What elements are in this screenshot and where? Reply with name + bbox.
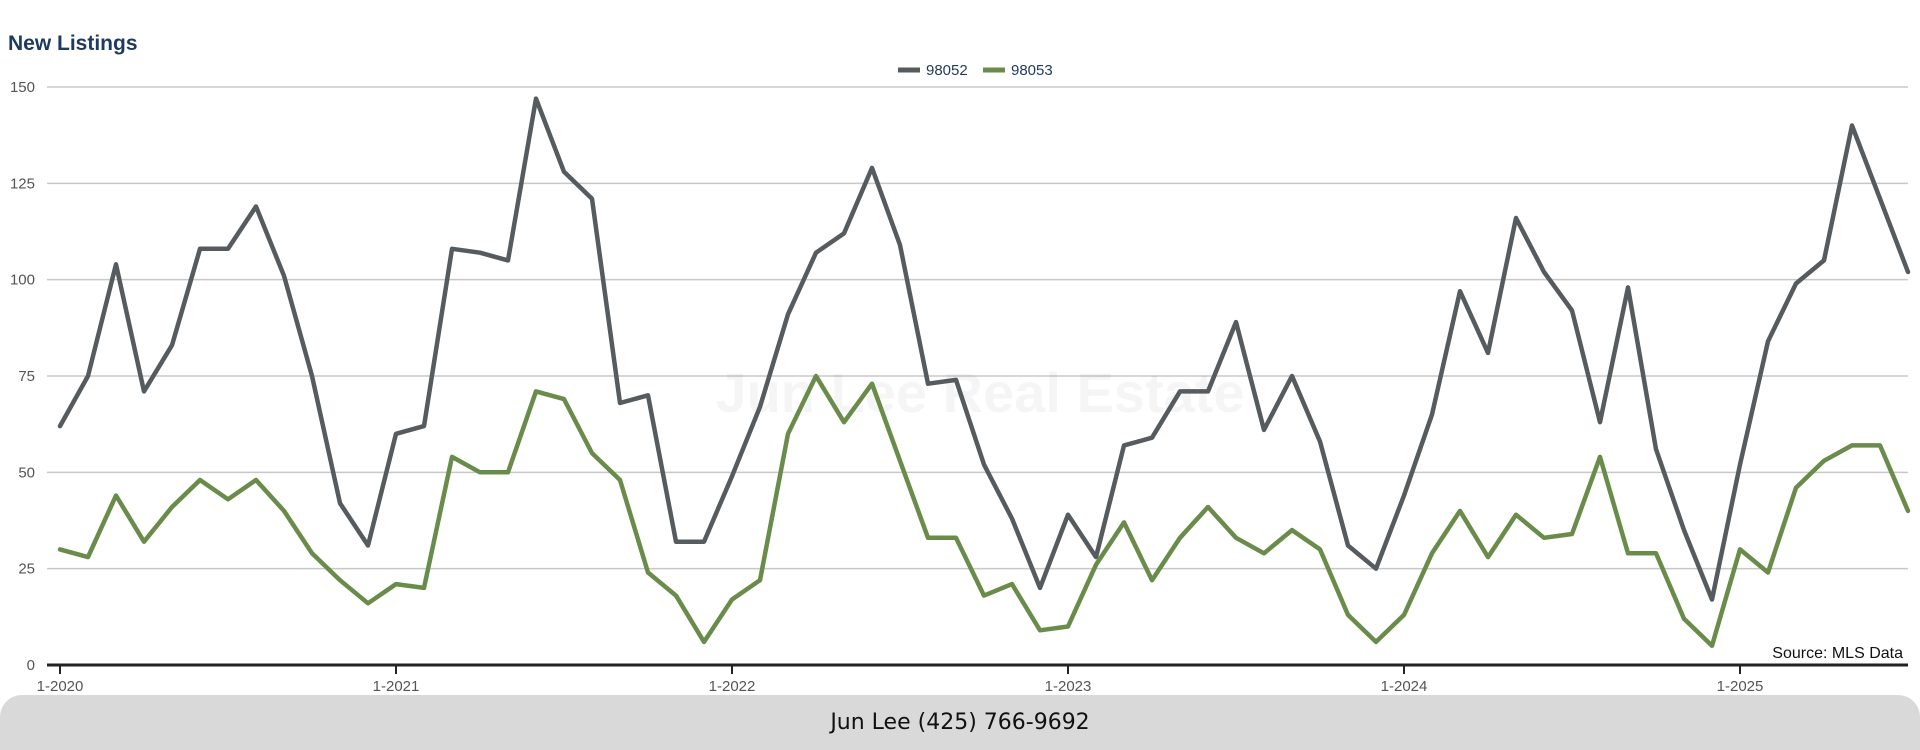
series-line-98053 — [57, 373, 1911, 648]
x-tick-label: 1-2021 — [373, 678, 420, 695]
series-line-98052 — [57, 96, 1911, 602]
x-tick-label: 1-2023 — [1045, 678, 1092, 695]
series-lines — [57, 96, 1911, 648]
y-axis-ticks: 0 25 50 75 100 125 150 — [10, 79, 35, 674]
y-tick-label: 25 — [18, 561, 35, 578]
y-tick-label: 0 — [27, 657, 35, 674]
legend-label: 98052 — [926, 62, 968, 79]
source-label: Source: MLS Data — [1772, 645, 1903, 662]
y-tick-label: 125 — [10, 175, 35, 192]
chart-title: New Listings — [8, 32, 138, 55]
x-axis-ticks: 1-2020 1-2021 1-2022 1-2023 1-2024 1-2025 — [37, 665, 1764, 695]
y-tick-label: 50 — [18, 464, 35, 481]
y-tick-label: 150 — [10, 79, 35, 96]
contact-info: Jun Lee (425) 766-9692 — [830, 710, 1090, 735]
gridlines — [47, 86, 1908, 570]
y-tick-label: 75 — [18, 368, 35, 385]
x-tick-label: 1-2024 — [1381, 678, 1428, 695]
legend-label: 98053 — [1011, 62, 1053, 79]
x-tick-label: 1-2025 — [1717, 678, 1764, 695]
x-tick-label: 1-2020 — [37, 678, 84, 695]
legend: 98052 98053 — [898, 62, 1053, 79]
y-tick-label: 100 — [10, 272, 35, 289]
x-tick-label: 1-2022 — [709, 678, 756, 695]
contact-footer: Jun Lee (425) 766-9692 — [0, 695, 1920, 750]
